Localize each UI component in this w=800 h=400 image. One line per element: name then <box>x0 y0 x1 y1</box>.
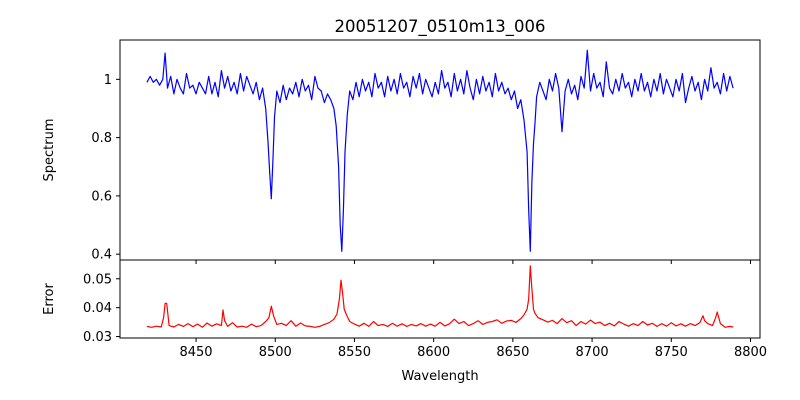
spectrum-line <box>146 49 734 252</box>
x-tick-label: 8550 <box>338 345 371 360</box>
x-tick-label: 8500 <box>259 345 292 360</box>
x-tick-label: 8800 <box>734 345 767 360</box>
x-tick-label: 8750 <box>655 345 688 360</box>
spectrum-y-tick-label: 0.4 <box>91 248 112 263</box>
x-tick-label: 8650 <box>496 345 529 360</box>
error-panel: 0.03 0.04 0.05 Error 8450 8500 8550 8600 8650 870… <box>42 259 767 360</box>
spectrum-y-tick-label: 1 <box>104 73 112 88</box>
x-tick-label: 8600 <box>417 345 450 360</box>
x-tick-label: 8450 <box>179 345 212 360</box>
error-y-tick-label: 0.04 <box>83 301 112 316</box>
error-line <box>146 265 734 328</box>
chart-title: 20051207_0510m13_006 <box>334 17 545 37</box>
error-axes-frame <box>119 259 761 339</box>
error-y-tick-label: 0.03 <box>83 330 112 345</box>
x-axis-label: Wavelength <box>401 369 478 384</box>
error-y-axis-label: Error <box>42 283 57 315</box>
spectrum-y-tick-label: 0.6 <box>91 189 112 204</box>
spectrum-y-axis-label: Spectrum <box>42 119 57 182</box>
x-tick-label: 8700 <box>576 345 609 360</box>
error-y-tick-label: 0.05 <box>83 272 112 287</box>
spectrum-y-tick-label: 0.8 <box>91 131 112 146</box>
